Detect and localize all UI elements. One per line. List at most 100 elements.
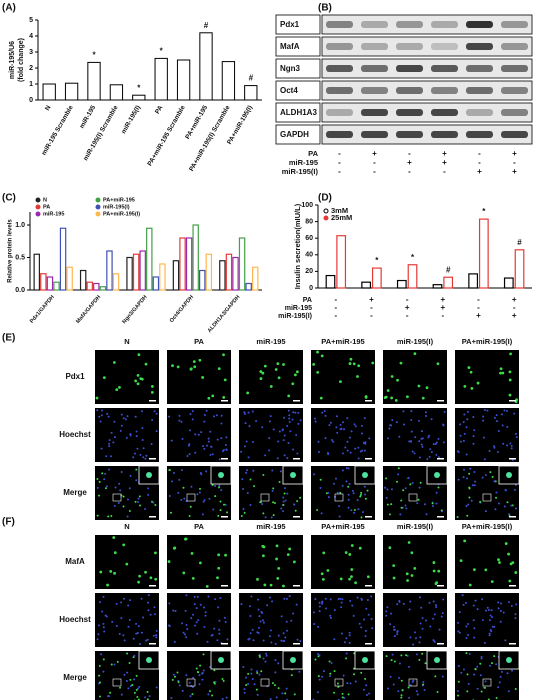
blot-band — [361, 131, 388, 138]
scale-bar — [509, 643, 516, 645]
cell — [503, 505, 506, 508]
cell — [197, 619, 200, 622]
cell — [124, 418, 127, 421]
cell — [250, 668, 253, 671]
x-tick-label: N — [44, 104, 53, 112]
cell — [243, 511, 246, 514]
bar — [172, 260, 180, 291]
cell — [116, 660, 119, 663]
panel-label: (D) — [318, 193, 332, 204]
cell — [514, 687, 517, 690]
cell — [213, 669, 216, 672]
y-tick-label: 0.5 — [15, 254, 25, 261]
cell — [476, 608, 479, 611]
cell — [365, 607, 368, 610]
cell — [136, 696, 139, 699]
cell — [321, 577, 325, 581]
blot-band — [326, 65, 353, 72]
cell — [500, 670, 503, 673]
cell — [103, 630, 106, 633]
cell — [385, 496, 388, 499]
cell — [500, 602, 503, 605]
cell — [262, 512, 265, 515]
scale-bar — [293, 458, 300, 460]
cell — [388, 546, 392, 550]
cell — [291, 382, 295, 386]
cell — [137, 580, 140, 584]
cell — [408, 665, 411, 668]
cell — [394, 399, 398, 402]
cell — [419, 596, 422, 599]
micrograph — [311, 593, 375, 647]
cell — [170, 511, 173, 514]
cell — [430, 451, 433, 454]
condition-sign: + — [512, 149, 517, 158]
cell — [313, 623, 316, 626]
cell — [457, 664, 460, 667]
cell — [190, 617, 193, 620]
cell — [486, 409, 489, 412]
cell — [257, 626, 260, 629]
scale-bar — [509, 585, 516, 587]
cell — [339, 491, 342, 494]
cell — [168, 494, 171, 497]
cell — [269, 415, 272, 418]
cell — [493, 416, 496, 419]
scale-bar — [365, 585, 372, 587]
cell — [216, 639, 219, 642]
cell — [268, 449, 271, 452]
cell — [259, 377, 263, 380]
cell — [504, 639, 507, 642]
cell — [330, 662, 333, 665]
bar — [139, 250, 146, 291]
cell — [194, 624, 197, 627]
cell — [220, 437, 223, 440]
cell — [117, 501, 120, 504]
cell — [204, 614, 207, 617]
cell — [323, 410, 326, 413]
cell — [470, 499, 473, 502]
cell — [388, 513, 391, 516]
cell — [501, 371, 505, 375]
cell — [293, 503, 296, 506]
cell — [211, 634, 214, 637]
cell — [461, 594, 464, 597]
cell — [138, 685, 141, 688]
bar — [432, 284, 443, 289]
cell — [364, 442, 367, 445]
cell — [458, 631, 461, 634]
cell — [327, 491, 330, 494]
cell — [335, 426, 338, 429]
row-label: Pdx1 — [65, 372, 85, 381]
cell — [266, 685, 269, 688]
cell — [226, 511, 229, 514]
condition-sign: - — [338, 149, 341, 158]
cell — [407, 476, 410, 479]
cell — [209, 666, 212, 669]
cell — [190, 485, 193, 488]
cell — [137, 353, 141, 357]
cell — [188, 429, 191, 432]
cell — [144, 570, 147, 574]
cell — [280, 639, 283, 642]
blot-band — [466, 87, 493, 94]
cell — [107, 415, 110, 418]
bar — [514, 249, 525, 289]
cell — [178, 478, 181, 481]
annotation: * — [411, 253, 415, 262]
cell — [253, 683, 256, 686]
cell — [340, 427, 343, 430]
cell — [435, 453, 438, 456]
cell — [414, 637, 417, 640]
cell — [364, 395, 368, 399]
cell — [317, 653, 320, 656]
cell — [402, 602, 405, 605]
cell — [271, 489, 274, 492]
cell — [113, 420, 116, 423]
scale-bar — [221, 458, 228, 460]
protein-label: MafA — [280, 42, 300, 51]
cell — [138, 574, 142, 578]
cell — [319, 396, 323, 400]
blot-band — [431, 87, 458, 94]
cell — [435, 581, 439, 585]
